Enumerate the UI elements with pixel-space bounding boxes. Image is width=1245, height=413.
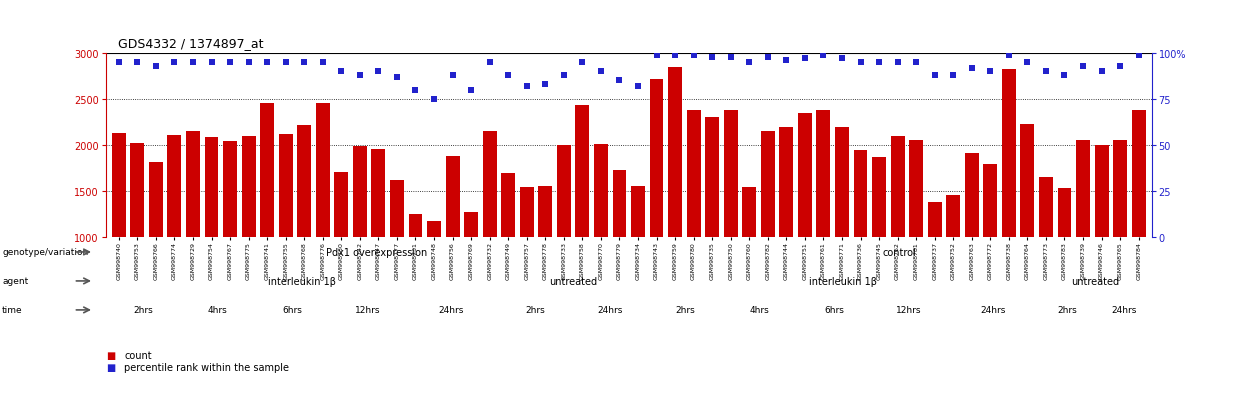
Bar: [168, 135, 182, 330]
Text: 6hrs: 6hrs: [283, 306, 303, 315]
Bar: [854, 150, 868, 330]
Bar: [446, 157, 459, 330]
Bar: [279, 135, 293, 330]
Bar: [408, 214, 422, 330]
Bar: [390, 180, 403, 330]
Bar: [872, 157, 886, 330]
Text: GDS4332 / 1374897_at: GDS4332 / 1374897_at: [118, 37, 264, 50]
Bar: [817, 111, 830, 330]
Bar: [669, 67, 682, 330]
Bar: [223, 142, 237, 330]
Bar: [1076, 141, 1089, 330]
Text: 12hrs: 12hrs: [896, 306, 921, 315]
Text: 12hrs: 12hrs: [355, 306, 380, 315]
Bar: [575, 106, 589, 330]
Text: 4hrs: 4hrs: [749, 306, 769, 315]
Bar: [742, 188, 756, 330]
Text: 2hrs: 2hrs: [525, 306, 545, 315]
Text: 2hrs: 2hrs: [675, 306, 695, 315]
Text: untreated: untreated: [1072, 276, 1119, 286]
Bar: [1094, 146, 1108, 330]
Text: 24hrs: 24hrs: [438, 306, 464, 315]
Bar: [557, 146, 570, 330]
Bar: [631, 187, 645, 330]
Bar: [779, 127, 793, 330]
Text: ■: ■: [106, 363, 115, 373]
Bar: [835, 127, 849, 330]
Text: interleukin 1β: interleukin 1β: [809, 276, 878, 286]
Text: 6hrs: 6hrs: [824, 306, 844, 315]
Bar: [723, 111, 737, 330]
Text: 2hrs: 2hrs: [1058, 306, 1077, 315]
Text: 24hrs: 24hrs: [598, 306, 622, 315]
Bar: [519, 188, 534, 330]
Bar: [483, 132, 497, 330]
Text: 2hrs: 2hrs: [133, 306, 153, 315]
Text: 24hrs: 24hrs: [1111, 306, 1137, 315]
Text: 4hrs: 4hrs: [208, 306, 228, 315]
Bar: [112, 134, 126, 330]
Bar: [761, 132, 774, 330]
Text: interleukin 1β: interleukin 1β: [268, 276, 336, 286]
Bar: [149, 163, 163, 330]
Bar: [965, 154, 979, 330]
Text: ■: ■: [106, 350, 115, 360]
Bar: [1132, 111, 1145, 330]
Bar: [316, 103, 330, 330]
Bar: [335, 172, 349, 330]
Bar: [946, 195, 960, 330]
Bar: [502, 174, 515, 330]
Bar: [242, 136, 255, 330]
Bar: [613, 171, 626, 330]
Bar: [538, 187, 553, 330]
Bar: [1057, 189, 1072, 330]
Text: control: control: [883, 247, 916, 257]
Bar: [352, 147, 367, 330]
Text: untreated: untreated: [549, 276, 596, 286]
Bar: [687, 111, 701, 330]
Bar: [298, 126, 311, 330]
Bar: [594, 145, 608, 330]
Text: 24hrs: 24hrs: [980, 306, 1006, 315]
Bar: [1002, 70, 1016, 330]
Bar: [464, 213, 478, 330]
Bar: [260, 103, 274, 330]
Bar: [131, 144, 144, 330]
Text: count: count: [124, 350, 152, 360]
Text: percentile rank within the sample: percentile rank within the sample: [124, 363, 290, 373]
Text: time: time: [2, 306, 22, 315]
Bar: [705, 118, 720, 330]
Bar: [186, 132, 200, 330]
Bar: [427, 222, 441, 330]
Bar: [798, 114, 812, 330]
Bar: [909, 141, 923, 330]
Bar: [1021, 124, 1035, 330]
Text: agent: agent: [2, 277, 29, 286]
Text: genotype/variation: genotype/variation: [2, 248, 88, 257]
Bar: [1113, 141, 1127, 330]
Bar: [1040, 178, 1053, 330]
Text: Pdx1 overexpression: Pdx1 overexpression: [326, 247, 427, 257]
Bar: [371, 149, 386, 330]
Bar: [204, 137, 218, 330]
Bar: [650, 79, 664, 330]
Bar: [890, 136, 905, 330]
Bar: [928, 202, 941, 330]
Bar: [984, 165, 997, 330]
